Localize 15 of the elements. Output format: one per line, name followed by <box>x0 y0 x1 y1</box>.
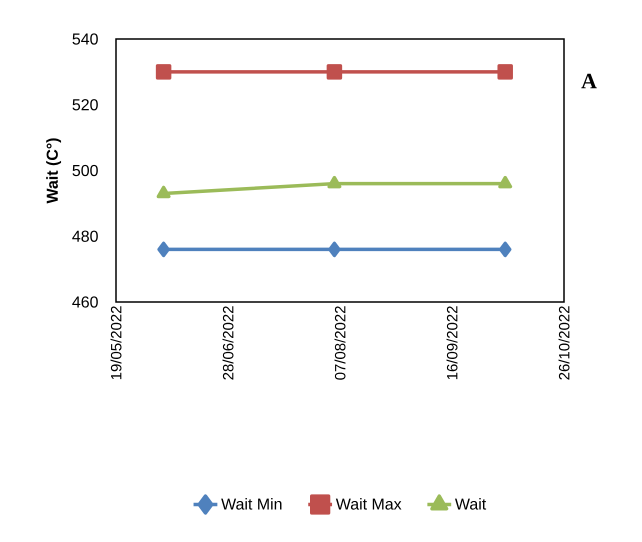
x-tick-label: 28/06/2022 <box>222 306 234 380</box>
x-tick-label: 16/09/2022 <box>446 306 458 380</box>
x-tick-label: 07/08/2022 <box>334 306 346 380</box>
legend-label: Wait Max <box>336 498 402 510</box>
x-tick-label: 26/10/2022 <box>558 306 570 380</box>
text: A <box>581 74 597 88</box>
y-axis-title: Wait (C°) <box>46 138 62 204</box>
y-tick-label: 500 <box>72 164 98 176</box>
x-tick-label: 19/05/2022 <box>110 306 122 380</box>
y-tick-label: 460 <box>72 296 98 308</box>
legend-label: Wait Min <box>221 498 282 510</box>
legend-label: Wait <box>454 498 486 510</box>
y-tick-label: 540 <box>72 33 98 45</box>
y-tick-label: 520 <box>72 99 98 110</box>
y-tick-label: 480 <box>72 230 98 242</box>
